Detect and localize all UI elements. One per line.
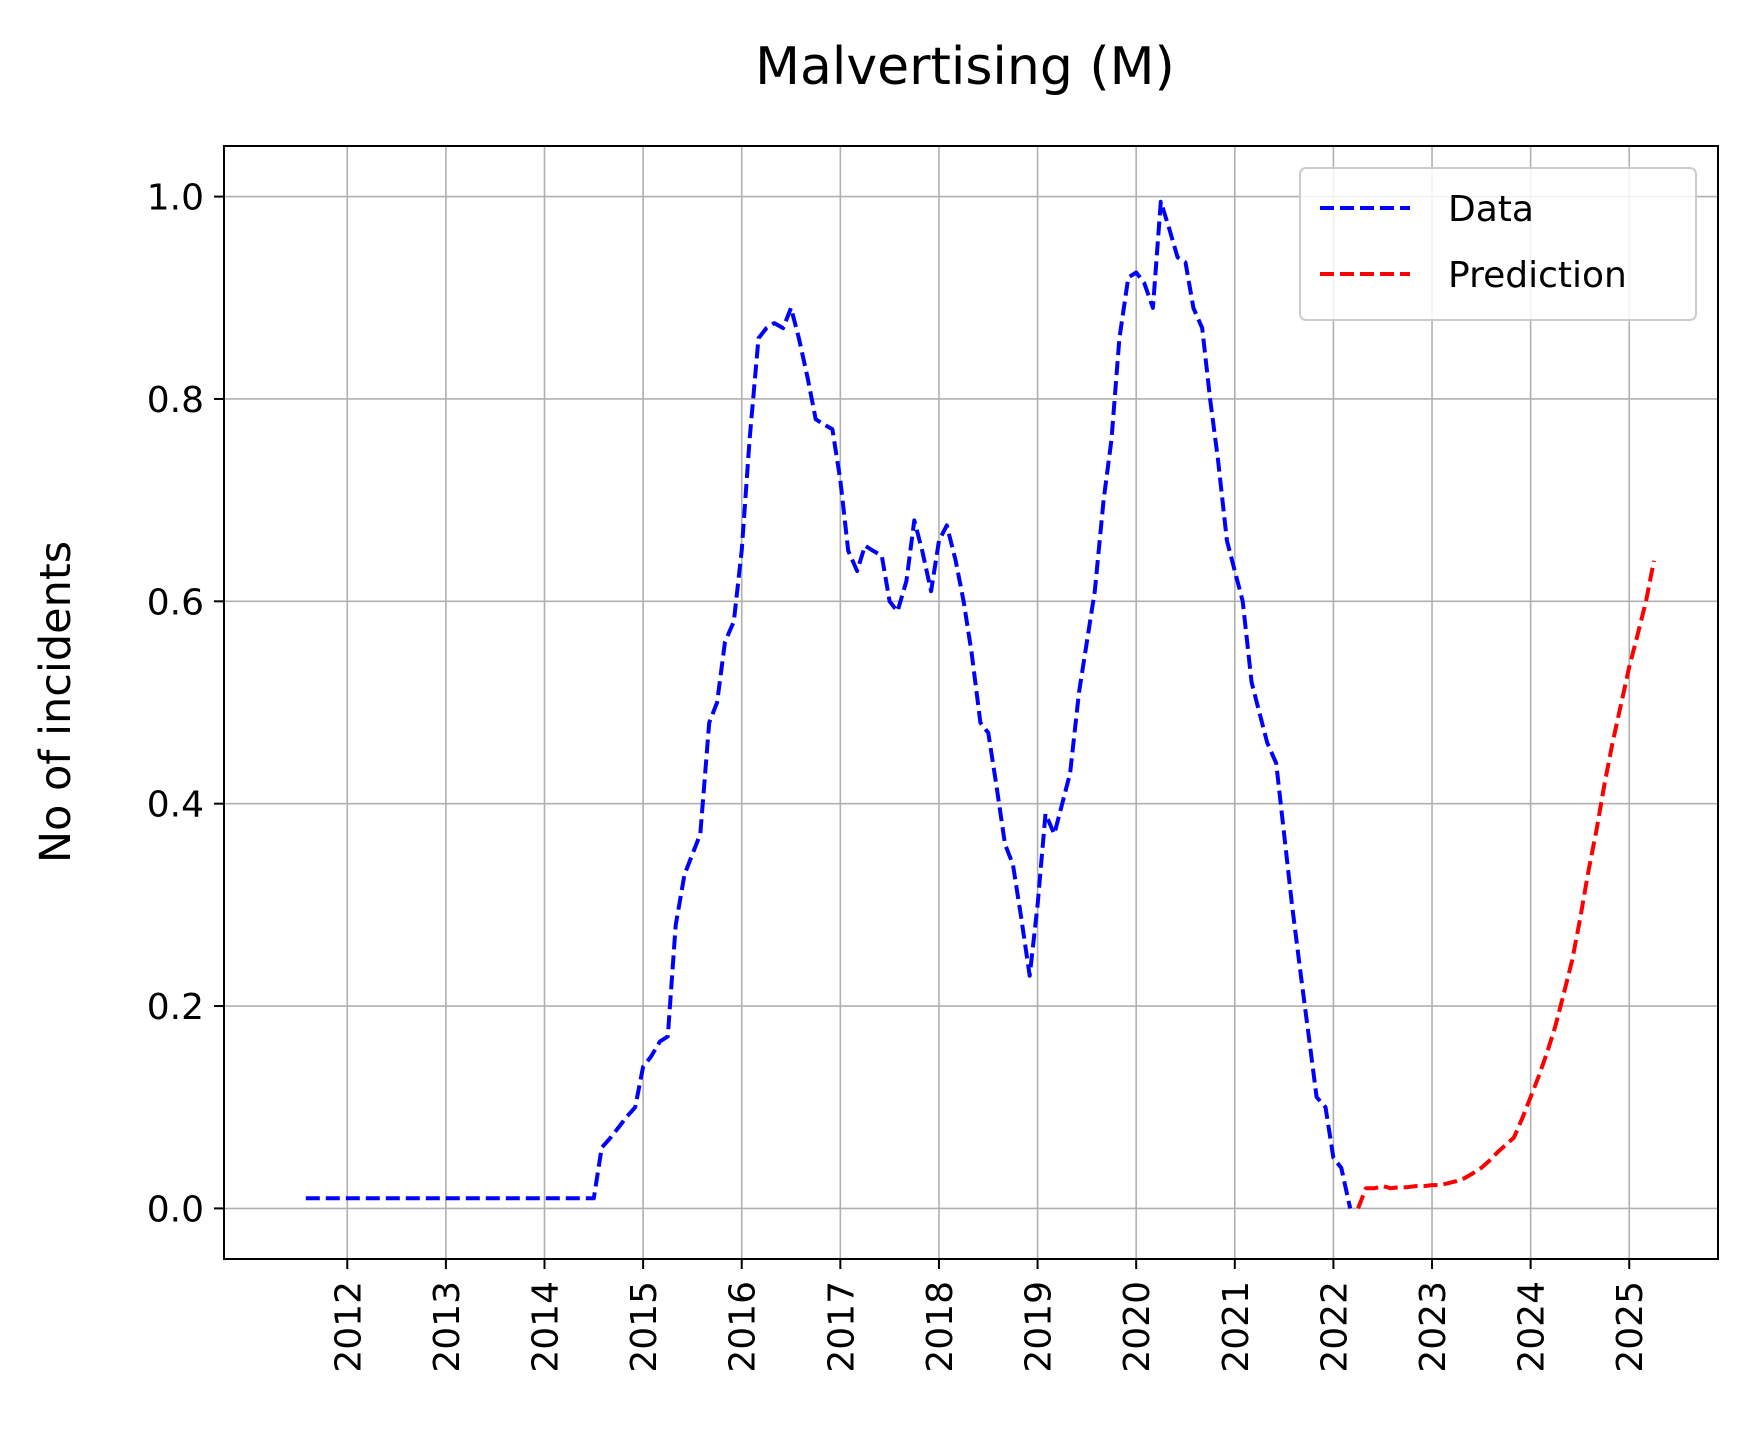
y-axis: 0.0 0.2 0.4 0.6 0.8 1.0 — [147, 178, 224, 1230]
x-tick-label: 2014 — [525, 1281, 566, 1373]
x-tick-label: 2017 — [821, 1281, 862, 1373]
y-tick-label: 0.6 — [147, 582, 204, 623]
y-tick-label: 0.4 — [147, 785, 204, 826]
y-axis-label: No of incidents — [31, 541, 81, 863]
x-tick-label: 2019 — [1019, 1281, 1060, 1373]
x-tick-label: 2022 — [1314, 1281, 1355, 1373]
x-tick-label: 2018 — [920, 1281, 961, 1373]
y-tick-label: 0.0 — [147, 1189, 204, 1230]
grid — [224, 146, 1718, 1259]
x-tick-label: 2024 — [1512, 1281, 1553, 1373]
x-tick-label: 2016 — [723, 1281, 764, 1373]
x-axis: 2012 2013 2014 2015 2016 2017 2018 2019 2020 2021… — [328, 1259, 1651, 1373]
legend-box — [1299, 167, 1697, 321]
plot-frame — [223, 145, 1719, 1260]
x-tick-label: 2012 — [328, 1281, 369, 1373]
x-tick-label: 2020 — [1117, 1281, 1158, 1373]
y-tick-label: 0.2 — [147, 987, 204, 1028]
x-tick-label: 2025 — [1610, 1281, 1651, 1373]
y-tick-label: 1.0 — [147, 178, 204, 219]
series-line-prediction — [1356, 560, 1656, 1210]
legend: Data Prediction — [1299, 167, 1697, 321]
chart-title: Malvertising (M) — [755, 37, 1175, 97]
legend-data-label: Data — [1448, 189, 1534, 230]
x-tick-label: 2021 — [1216, 1281, 1257, 1373]
x-tick-label: 2023 — [1413, 1281, 1454, 1373]
series-layer — [305, 199, 1656, 1210]
series-line-data — [305, 199, 1353, 1209]
x-tick-label: 2013 — [427, 1281, 468, 1373]
x-tick-label: 2015 — [624, 1281, 665, 1373]
y-tick-label: 0.8 — [147, 380, 204, 421]
legend-prediction-label: Prediction — [1448, 255, 1627, 296]
